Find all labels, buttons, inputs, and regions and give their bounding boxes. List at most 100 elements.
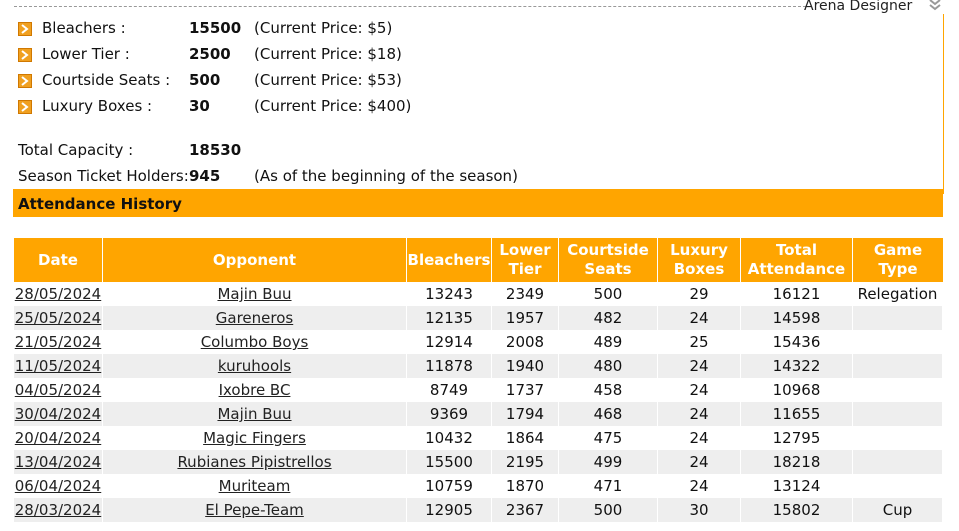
- total-attendance-cell: 16121: [741, 282, 853, 306]
- table-row: 21/05/2024 Columbo Boys 12914 2008 489 25 1543…: [14, 330, 943, 354]
- section-divider: [14, 6, 806, 7]
- col-header-total[interactable]: Total Attendance: [741, 238, 853, 282]
- seat-count: 2500: [189, 45, 231, 63]
- opponent-link[interactable]: Rubianes Pipistrellos: [177, 453, 332, 471]
- opponent-link[interactable]: Magic Fingers: [203, 429, 306, 447]
- lower-tier-cell: 2195: [492, 450, 559, 474]
- lower-tier-cell: 1957: [492, 306, 559, 330]
- seat-price: (Current Price: $5): [254, 19, 393, 37]
- bleachers-cell: 12135: [407, 306, 492, 330]
- opponent-link[interactable]: Gareneros: [215, 309, 294, 327]
- game-type-cell: [853, 306, 943, 330]
- date-cell: 28/03/2024: [14, 498, 103, 522]
- date-cell: 04/05/2024: [14, 378, 103, 402]
- table-header-row: Date Opponent Bleachers Lower Tier Court…: [14, 238, 943, 282]
- seat-price: (Current Price: $18): [254, 45, 402, 63]
- opponent-link[interactable]: Muriteam: [218, 477, 291, 495]
- seat-label: Luxury Boxes :: [42, 97, 153, 115]
- game-type-cell: Cup: [853, 498, 943, 522]
- bleachers-cell: 8749: [407, 378, 492, 402]
- match-date-link[interactable]: 06/04/2024: [14, 477, 102, 495]
- match-date-link[interactable]: 13/04/2024: [14, 453, 102, 471]
- match-date-link[interactable]: 30/04/2024: [14, 405, 102, 423]
- bleachers-cell: 12914: [407, 330, 492, 354]
- season-ticket-value: 945: [189, 167, 221, 185]
- lower-tier-cell: 1870: [492, 474, 559, 498]
- courtside-cell: 500: [559, 282, 658, 306]
- col-header-courtside[interactable]: Courtside Seats: [559, 238, 658, 282]
- opponent-link[interactable]: El Pepe-Team: [205, 501, 304, 519]
- seat-count: 15500: [189, 19, 242, 37]
- game-type-cell: [853, 378, 943, 402]
- opponent-cell: kuruhools: [103, 354, 407, 378]
- table-row: 30/04/2024 Majin Buu 9369 1794 468 24 11655: [14, 402, 943, 426]
- col-header-game-type[interactable]: Game Type: [853, 238, 943, 282]
- match-date-link[interactable]: 20/04/2024: [14, 429, 102, 447]
- total-capacity-label: Total Capacity :: [18, 141, 134, 159]
- season-ticket-label: Season Ticket Holders:: [18, 167, 189, 185]
- match-date-link[interactable]: 28/05/2024: [14, 285, 102, 303]
- game-type-cell: [853, 426, 943, 450]
- arrow-bullet-icon: [18, 48, 32, 62]
- col-header-luxury[interactable]: Luxury Boxes: [658, 238, 741, 282]
- match-date-link[interactable]: 25/05/2024: [14, 309, 102, 327]
- total-attendance-cell: 14598: [741, 306, 853, 330]
- date-cell: 21/05/2024: [14, 330, 103, 354]
- total-attendance-cell: 13124: [741, 474, 853, 498]
- lower-tier-cell: 2008: [492, 330, 559, 354]
- lower-tier-cell: 1794: [492, 402, 559, 426]
- opponent-link[interactable]: Columbo Boys: [200, 333, 309, 351]
- seat-price: (Current Price: $53): [254, 71, 402, 89]
- table-row: 28/03/2024 El Pepe-Team 12905 2367 500 30 1580…: [14, 498, 943, 522]
- table-row: 25/05/2024 Gareneros 12135 1957 482 24 14598: [14, 306, 943, 330]
- opponent-cell: Magic Fingers: [103, 426, 407, 450]
- col-header-opponent[interactable]: Opponent: [103, 238, 407, 282]
- col-header-lower-tier[interactable]: Lower Tier: [492, 238, 559, 282]
- courtside-cell: 500: [559, 498, 658, 522]
- double-chevron-down-icon[interactable]: [927, 0, 943, 13]
- game-type-cell: [853, 474, 943, 498]
- table-row: 04/05/2024 Ixobre BC 8749 1737 458 24 10968: [14, 378, 943, 402]
- total-attendance-cell: 12795: [741, 426, 853, 450]
- courtside-cell: 489: [559, 330, 658, 354]
- match-date-link[interactable]: 28/03/2024: [14, 501, 102, 519]
- arrow-bullet-icon: [18, 100, 32, 114]
- match-date-link[interactable]: 11/05/2024: [14, 357, 102, 375]
- luxury-cell: 24: [658, 378, 741, 402]
- table-row: 13/04/2024 Rubianes Pipistrellos 15500 2195…: [14, 450, 943, 474]
- opponent-link[interactable]: Majin Buu: [217, 285, 292, 303]
- match-date-link[interactable]: 04/05/2024: [14, 381, 102, 399]
- seat-count: 500: [189, 71, 221, 89]
- bleachers-cell: 12905: [407, 498, 492, 522]
- opponent-link[interactable]: Ixobre BC: [218, 381, 291, 399]
- seat-label: Bleachers :: [42, 19, 126, 37]
- bleachers-cell: 9369: [407, 402, 492, 426]
- game-type-cell: Relegation: [853, 282, 943, 306]
- opponent-link[interactable]: Majin Buu: [217, 405, 292, 423]
- luxury-cell: 24: [658, 354, 741, 378]
- courtside-cell: 475: [559, 426, 658, 450]
- bleachers-cell: 10759: [407, 474, 492, 498]
- luxury-cell: 30: [658, 498, 741, 522]
- total-attendance-cell: 14322: [741, 354, 853, 378]
- seat-label: Lower Tier :: [42, 45, 130, 63]
- courtside-cell: 499: [559, 450, 658, 474]
- col-header-bleachers[interactable]: Bleachers: [407, 238, 492, 282]
- date-cell: 20/04/2024: [14, 426, 103, 450]
- game-type-cell: [853, 354, 943, 378]
- opponent-cell: Gareneros: [103, 306, 407, 330]
- table-row: 06/04/2024 Muriteam 10759 1870 471 24 13124: [14, 474, 943, 498]
- arena-designer-link[interactable]: Arena Designer: [804, 0, 913, 14]
- seat-price: (Current Price: $400): [254, 97, 412, 115]
- luxury-cell: 24: [658, 402, 741, 426]
- opponent-cell: Majin Buu: [103, 282, 407, 306]
- date-cell: 30/04/2024: [14, 402, 103, 426]
- table-row: 20/04/2024 Magic Fingers 10432 1864 475 24 127…: [14, 426, 943, 450]
- season-ticket-note: (As of the beginning of the season): [254, 167, 518, 185]
- match-date-link[interactable]: 21/05/2024: [14, 333, 102, 351]
- arrow-bullet-icon: [18, 74, 32, 88]
- opponent-link[interactable]: kuruhools: [217, 357, 292, 375]
- seat-count: 30: [189, 97, 210, 115]
- col-header-date[interactable]: Date: [14, 238, 103, 282]
- attendance-history-title: Attendance History: [18, 195, 182, 213]
